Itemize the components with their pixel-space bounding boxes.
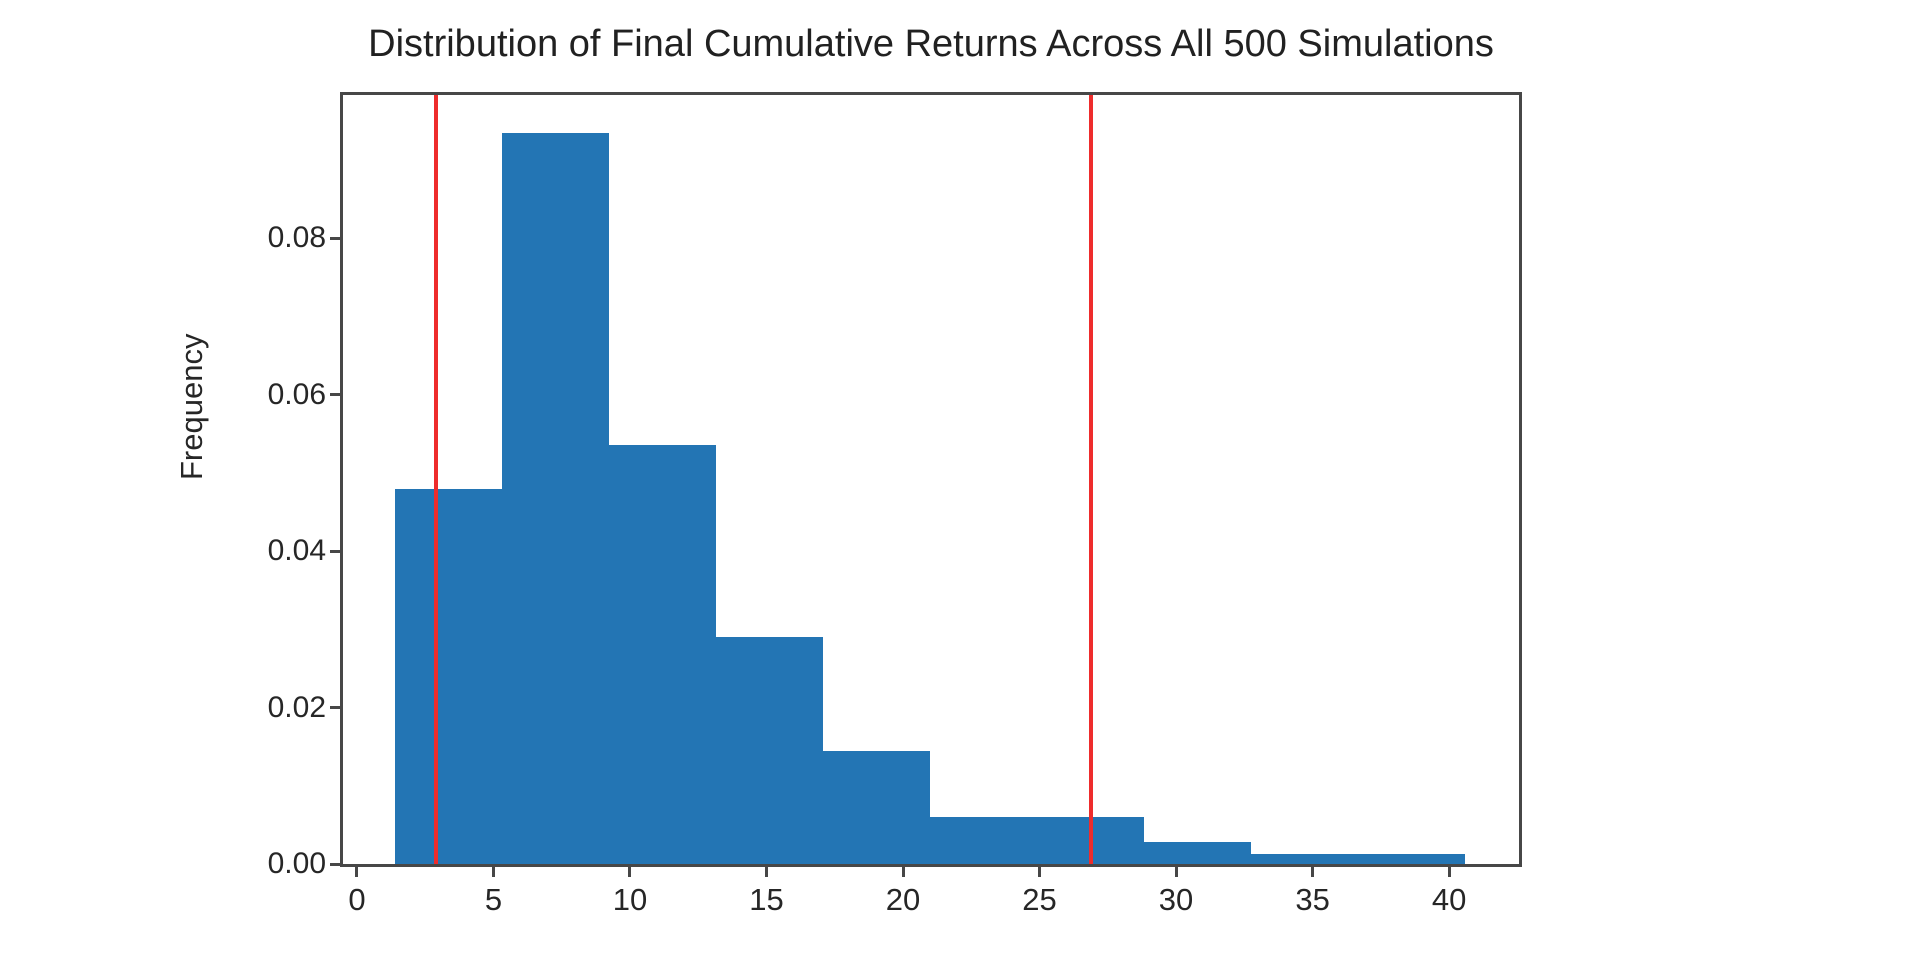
chart-title: Distribution of Final Cumulative Returns… <box>368 23 1494 65</box>
y-tick-label: 0.06 <box>267 377 326 411</box>
x-tick <box>1311 867 1315 877</box>
histogram-bar <box>395 488 503 864</box>
y-tick-label: 0.08 <box>267 221 326 255</box>
x-tick <box>764 867 768 877</box>
vertical-reference-line <box>1089 95 1094 864</box>
histogram-bar <box>716 637 824 864</box>
y-tick <box>330 862 340 866</box>
histogram-bar <box>823 750 931 864</box>
y-tick <box>330 549 340 553</box>
x-tick <box>1038 867 1042 877</box>
x-tick-label: 30 <box>1158 882 1194 917</box>
y-tick <box>330 706 340 710</box>
x-tick-label: 10 <box>612 882 648 917</box>
x-tick-label: 15 <box>749 882 784 917</box>
x-tick <box>491 867 495 877</box>
x-tick-label: 5 <box>484 882 503 917</box>
y-tick-label: 0.00 <box>267 847 326 880</box>
x-tick-label: 40 <box>1431 882 1467 917</box>
histogram-bar <box>1144 842 1252 864</box>
histogram-bar <box>502 132 610 864</box>
x-tick <box>1174 867 1178 877</box>
x-tick <box>1447 867 1451 877</box>
histogram-bar <box>609 445 717 864</box>
x-tick <box>355 867 359 877</box>
y-tick-label: 0.04 <box>267 534 326 568</box>
histogram-bar <box>1358 853 1466 864</box>
plot-area: 0 5 10 15 20 25 30 35 40 0.00 0.02 0.04 0.06 0.08 <box>268 92 1522 917</box>
x-tick <box>628 867 632 877</box>
histogram-bar <box>1251 853 1359 864</box>
x-tick-label: 25 <box>1022 882 1057 917</box>
x-tick-label: 0 <box>348 882 366 917</box>
x-tick-label: 35 <box>1295 882 1330 917</box>
x-tick <box>901 867 905 877</box>
vertical-reference-line <box>434 95 439 864</box>
x-tick-label: 20 <box>885 882 921 917</box>
y-tick <box>330 393 340 397</box>
y-tick-label: 0.02 <box>267 690 326 724</box>
histogram-bar <box>930 817 1038 864</box>
y-tick <box>330 236 340 240</box>
